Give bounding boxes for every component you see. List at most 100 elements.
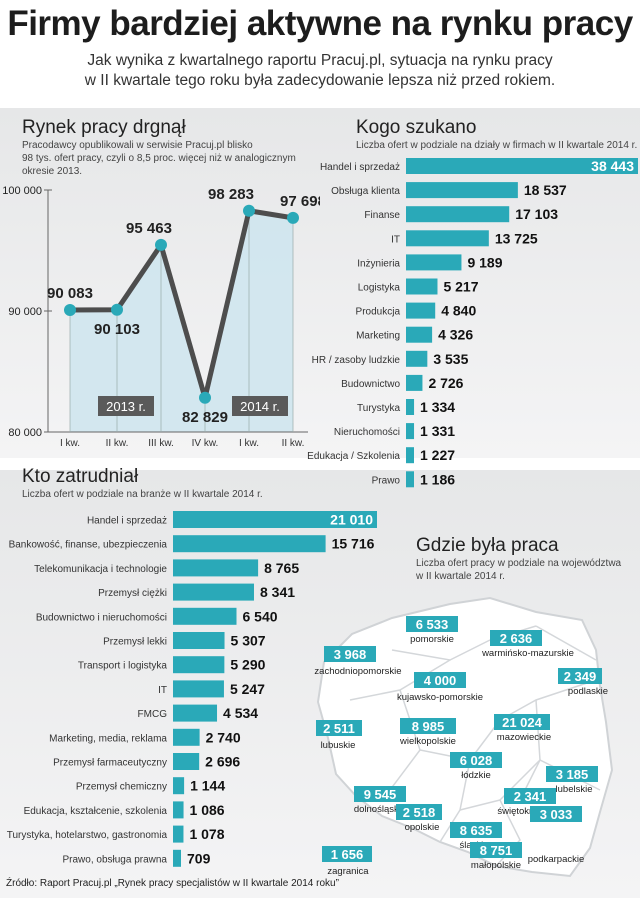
bar-category-label: HR / zasoby ludzkie: [312, 355, 401, 366]
y-tick-label: 100 000: [2, 185, 42, 197]
poland-map: 6 533 pomorskie 2 636 warmińsko-mazurskie 3 …: [314, 596, 614, 878]
region-value-podkarpackie: 3 033: [540, 807, 573, 822]
region-name-lubelskie: lubelskie: [556, 784, 593, 795]
region-value-box: [324, 646, 376, 662]
bar-value-label: 8 765: [264, 560, 299, 576]
bar-category-label: Przemysł chemiczny: [76, 782, 167, 793]
region-name-zachodniopomorskie: zachodniopomorskie: [314, 666, 401, 677]
bar: [406, 374, 423, 391]
data-label: 98 283: [208, 186, 254, 203]
bar: [173, 801, 184, 819]
data-point: [155, 238, 167, 251]
bar: [406, 423, 415, 440]
x-tick-label: II kw.: [282, 438, 305, 449]
bar-value-label: 4 326: [438, 327, 473, 343]
x-tick-label: IV kw.: [192, 438, 219, 449]
region-value-box: [494, 714, 550, 730]
bar: [406, 254, 462, 271]
region-name-opolskie: opolskie: [405, 822, 440, 833]
source-note: Źródło: Raport Pracuj.pl „Rynek pracy sp…: [6, 878, 339, 889]
bar-category-label: Inżynieria: [357, 258, 400, 269]
bar: [406, 447, 414, 464]
map-section-title: Gdzie była praca: [416, 535, 559, 556]
region-value-warmińsko-mazurskie: 2 636: [500, 631, 533, 646]
x-tick-label: I kw.: [60, 438, 80, 449]
region-value-dolnośląskie: 9 545: [364, 787, 397, 802]
bar-category-label: Transport i logistyka: [78, 661, 168, 672]
bar-value-label: 1 331: [420, 423, 455, 439]
bar-value-label: 8 341: [260, 584, 295, 600]
industries-bar-chart: Handel i sprzedaż 21 010 Bankowość, finans…: [7, 511, 377, 867]
bar-value-label: 17 103: [515, 206, 558, 222]
region-value-łódzkie: 6 028: [460, 753, 493, 768]
data-label: 95 463: [126, 220, 172, 237]
region-value-box: [558, 668, 602, 684]
region-value-świętokrzyskie: 2 341: [514, 789, 547, 804]
bar: [406, 158, 638, 174]
bar: [173, 559, 259, 577]
bar-value-label: 5 217: [443, 279, 478, 295]
bar: [406, 350, 428, 367]
bar-category-label: IT: [391, 234, 400, 245]
bar-category-label: Turystyka, hotelarstwo, gastronomia: [7, 830, 168, 841]
x-tick-label: I kw.: [239, 438, 259, 449]
region-value-box: [414, 672, 466, 688]
region-value-box: [546, 766, 598, 782]
region-value-box: [530, 806, 582, 822]
bar-category-label: Finanse: [364, 210, 400, 221]
bar-value-label: 5 247: [230, 681, 265, 697]
bar: [406, 230, 489, 247]
bar-category-label: Obsługa klienta: [331, 186, 400, 197]
bar-value-label: 6 540: [243, 608, 278, 624]
bar: [406, 278, 438, 295]
bar: [173, 535, 326, 553]
bar: [173, 728, 200, 746]
bar-value-label: 38 443: [591, 158, 634, 174]
data-label: 90 103: [94, 321, 140, 338]
region-value-śląskie: 8 635: [460, 823, 493, 838]
y-tick-label: 80 000: [8, 427, 42, 439]
bar-category-label: Telekomunikacja i technologie: [34, 564, 167, 575]
departments-bar-chart: Handel i sprzedaż 38 443 Obsługa klienta 18…: [307, 158, 638, 488]
bar-category-label: Marketing: [356, 331, 400, 342]
departments-section-desc: Liczba ofert w podziale na działy w firm…: [356, 140, 638, 151]
bar-category-label: Prawo, obsługa prawna: [62, 854, 167, 865]
bar-value-label: 5 290: [230, 657, 265, 673]
bar: [173, 511, 377, 528]
bar: [173, 704, 218, 722]
data-point: [64, 303, 76, 316]
bar-value-label: 2 726: [428, 375, 463, 391]
year-box: [232, 396, 288, 416]
bar-value-label: 709: [187, 850, 211, 866]
bar-value-label: 2 696: [205, 754, 240, 770]
bar: [406, 182, 518, 199]
bar-category-label: Prawo: [372, 475, 401, 486]
series-line: [69, 208, 294, 401]
bar-value-label: 9 189: [467, 254, 502, 270]
bar-category-label: Edukacja, kształcenie, szkolenia: [24, 806, 168, 817]
bar: [406, 399, 415, 415]
industries-section-desc: Liczba ofert w podziale na branże w II k…: [22, 489, 263, 500]
line-chart: 100 000 90 000 80 000 I kw. II kw. III kw. IV …: [2, 185, 320, 449]
region-name-lubuskie: lubuskie: [321, 740, 356, 751]
map-desc-1: Liczba ofert pracy w podziale na wojewód…: [416, 558, 622, 569]
region-value-box: [322, 846, 372, 862]
data-label: 90 083: [47, 285, 93, 302]
region-name-łódzkie: łódzkie: [461, 770, 491, 781]
year-label: 2014 r.: [240, 399, 280, 414]
region-value-wielkopolskie: 8 985: [412, 719, 445, 734]
line-desc-2: 98 tys. ofert pracy, czyli o 8,5 proc. w…: [22, 153, 296, 164]
region-value-box: [396, 804, 442, 820]
bar: [173, 777, 185, 795]
x-tick-label: II kw.: [106, 438, 129, 449]
bar: [173, 607, 237, 625]
region-value-pomorskie: 6 533: [416, 617, 449, 632]
region-value-box: [400, 718, 456, 734]
region-value-box: [450, 752, 502, 768]
bar-value-label: 18 537: [524, 182, 567, 198]
bar-category-label: Bankowość, finanse, ubezpieczenia: [9, 540, 168, 551]
region-name-kujawsko-pomorskie: kujawsko-pomorskie: [397, 692, 483, 703]
region-name-świętokrzyskie: świętokrzyskie: [497, 806, 558, 817]
region-value-box: [490, 630, 542, 646]
bar-category-label: Edukacja / Szkolenia: [307, 451, 400, 462]
